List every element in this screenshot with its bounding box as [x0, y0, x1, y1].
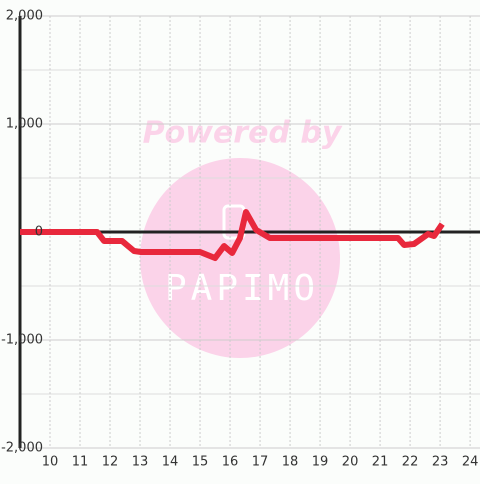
x-tick-label: 12 — [102, 455, 119, 470]
x-tick-label: 19 — [312, 455, 329, 470]
y-tick-label: 2,000 — [6, 9, 43, 24]
x-tick-label: 14 — [162, 455, 179, 470]
y-tick-label: -1,000 — [1, 333, 43, 348]
watermark-logo: PAPIMO — [165, 268, 319, 309]
x-tick-label: 22 — [402, 455, 419, 470]
x-tick-label: 20 — [342, 455, 359, 470]
x-tick-label: 23 — [432, 455, 449, 470]
data-line — [20, 209, 445, 262]
x-tick-label: 18 — [282, 455, 299, 470]
x-tick-label: 16 — [222, 455, 239, 470]
x-tick-label: 13 — [132, 455, 149, 470]
x-tick-label: 21 — [372, 455, 389, 470]
plot — [20, 209, 445, 262]
y-tick-label: 1,000 — [6, 117, 43, 132]
x-tick-label: 17 — [252, 455, 269, 470]
watermark-text: Powered by — [143, 116, 343, 151]
x-tick-label: 15 — [192, 455, 209, 470]
x-tick-label: 11 — [72, 455, 89, 470]
x-tick-label: 10 — [42, 455, 59, 470]
y-tick-label: -2,000 — [1, 441, 43, 456]
y-tick-label: 0 — [35, 225, 43, 240]
x-tick-label: 24 — [462, 455, 479, 470]
